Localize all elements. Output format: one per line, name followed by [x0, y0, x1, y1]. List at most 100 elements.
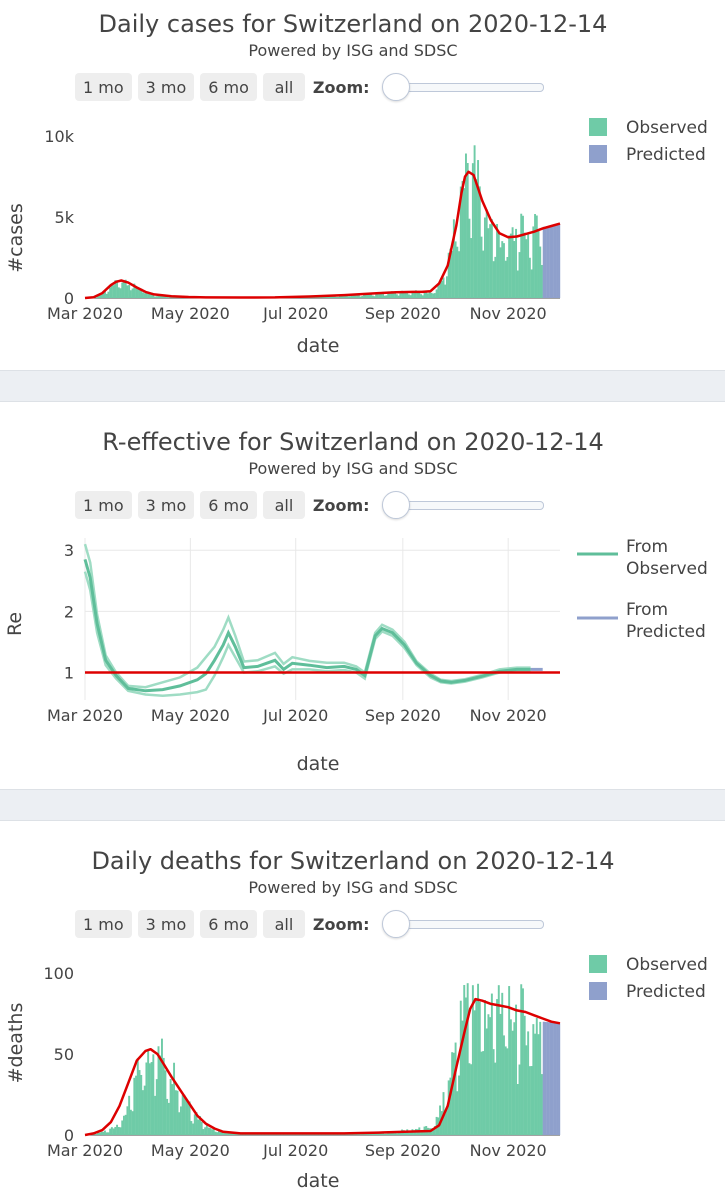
deaths-zoom-handle[interactable]: [381, 910, 410, 938]
observed-bar: [523, 232, 526, 298]
observed-bar: [98, 294, 101, 298]
re-6mo-button[interactable]: 6 mo: [200, 491, 257, 519]
deaths-3mo-button[interactable]: 3 mo: [137, 910, 195, 938]
predicted-bar: [554, 1022, 557, 1135]
observed-bar: [458, 1075, 461, 1135]
observed-bar: [95, 297, 98, 298]
observed-bar: [114, 280, 117, 298]
observed-bar: [463, 985, 466, 1135]
deaths-legend-observed[interactable]: Observed: [626, 955, 708, 975]
cases-3mo-button[interactable]: 3 mo: [137, 73, 195, 101]
observed-bar: [105, 1132, 108, 1135]
predicted-bar: [546, 1022, 549, 1135]
re-panel: R-effective for Switzerland on 2020-12-1…: [0, 402, 725, 788]
observed-bar: [150, 292, 153, 298]
re-legend-predicted[interactable]: From Predicted: [626, 600, 706, 642]
re-zoom-handle[interactable]: [381, 491, 410, 519]
observed-bar: [451, 1052, 454, 1135]
cases-zoom-slider[interactable]: [381, 73, 544, 101]
x-tick-label: Mar 2020: [47, 304, 123, 323]
deaths-legend-predicted[interactable]: Predicted: [626, 982, 706, 1002]
observed-bar: [518, 1064, 521, 1135]
observed-bar: [97, 1132, 100, 1135]
observed-bar: [164, 296, 167, 298]
observed-bar: [349, 1134, 352, 1135]
re-3mo-button[interactable]: 3 mo: [137, 491, 195, 519]
fitted-curve: [84, 170, 561, 300]
observed-bar: [342, 296, 345, 298]
observed-bar: [442, 277, 445, 298]
observed-bar: [142, 292, 144, 298]
observed-bar: [394, 291, 397, 298]
observed-bar: [466, 163, 469, 298]
observed-bar: [129, 290, 132, 298]
cases-legend-predicted[interactable]: Predicted: [626, 145, 706, 165]
deaths-ylabel: #deaths: [5, 1003, 27, 1084]
observed-bar: [401, 290, 404, 298]
cases-zoom-handle[interactable]: [381, 73, 410, 101]
observed-bar: [534, 1033, 537, 1135]
predicted-bar: [551, 1022, 554, 1135]
cases-all-button[interactable]: all: [262, 73, 305, 101]
observed-bar: [178, 1112, 181, 1135]
observed-bar: [373, 296, 376, 298]
observed-bar: [494, 1062, 497, 1135]
observed-bar: [143, 293, 146, 298]
observed-bar: [321, 296, 324, 298]
observed-bar: [185, 1099, 188, 1135]
observed-bar: [152, 294, 155, 298]
observed-bar: [409, 295, 412, 298]
observed-bar: [395, 294, 398, 298]
cases-legend-observed[interactable]: Observed: [626, 118, 708, 138]
predicted-bar: [547, 1022, 550, 1135]
observed-bar: [100, 294, 103, 298]
cases-1mo-button[interactable]: 1 mo: [75, 73, 132, 101]
observed-bar: [361, 295, 364, 298]
observed-bar: [532, 1024, 535, 1135]
observed-bar: [446, 276, 448, 298]
observed-bar: [461, 1020, 464, 1135]
observed-bar: [224, 1131, 227, 1135]
x-tick-label: Jul 2020: [262, 304, 328, 323]
observed-bar: [482, 1051, 485, 1135]
re-1mo-button[interactable]: 1 mo: [75, 491, 132, 519]
observed-bar: [357, 294, 360, 298]
deaths-6mo-button[interactable]: 6 mo: [200, 910, 257, 938]
observed-bar: [147, 1049, 150, 1135]
observed-bar: [516, 1083, 519, 1135]
observed-bar: [105, 293, 108, 298]
observed-bar: [503, 243, 505, 298]
observed-bar: [421, 295, 424, 298]
observed-bar: [527, 1031, 530, 1135]
observed-bar: [166, 1098, 169, 1135]
observed-bar: [116, 1124, 119, 1135]
observed-bar: [218, 1130, 220, 1135]
re-zoom-slider[interactable]: [381, 491, 544, 519]
cases-title: Daily cases for Switzerland on 2020-12-1…: [98, 10, 608, 38]
deaths-all-button[interactable]: all: [262, 910, 305, 938]
observed-bar: [366, 293, 369, 298]
observed-bar: [447, 252, 450, 298]
observed-bar: [499, 247, 502, 298]
re-all-button[interactable]: all: [262, 491, 305, 519]
cases-6mo-button[interactable]: 6 mo: [200, 73, 257, 101]
observed-bar: [344, 295, 347, 298]
observed-bar: [408, 294, 410, 298]
observed-bar: [414, 290, 417, 298]
cases-chart[interactable]: 0 5k 10k Mar 2020 May 2020 Jul 2020 Sep 2020 N…: [0, 110, 725, 370]
observed-bar: [349, 296, 352, 298]
observed-bar: [219, 1129, 222, 1135]
observed-bar: [515, 1004, 518, 1135]
observed-bar: [193, 1114, 196, 1135]
observed-bar: [131, 288, 134, 298]
deaths-zoom-slider[interactable]: [381, 910, 544, 938]
re-legend-observed[interactable]: From Observed: [626, 537, 708, 579]
observed-bar: [475, 998, 478, 1135]
deaths-1mo-button[interactable]: 1 mo: [75, 910, 132, 938]
observed-bar: [485, 1028, 488, 1135]
re-chart[interactable]: 1 2 3 Mar 2020 May 2020 Jul 2020 Sep 2020 Nov …: [0, 528, 725, 788]
observed-bar: [459, 186, 462, 298]
deaths-chart[interactable]: 0 50 100 Mar 2020 May 2020 Jul 2020 Sep 2020 N…: [0, 947, 725, 1200]
observed-bar: [116, 280, 119, 298]
observed-bar: [117, 287, 120, 298]
